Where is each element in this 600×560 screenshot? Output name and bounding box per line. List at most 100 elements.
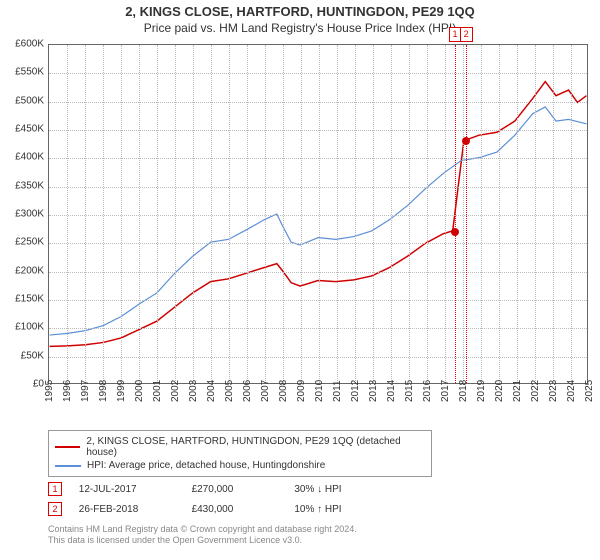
x-tick-label: 2007 (260, 380, 271, 402)
gridline-v (103, 45, 104, 383)
x-tick-label: 2012 (350, 380, 361, 402)
y-tick-label: £250K (2, 237, 44, 248)
x-axis-labels: 1995199619971998199920002001200220032004… (48, 384, 588, 404)
gridline-h (49, 300, 587, 301)
footer-line: This data is licensed under the Open Gov… (48, 535, 588, 546)
gridline-v (229, 45, 230, 383)
gridline-v (463, 45, 464, 383)
y-tick-label: £0 (2, 379, 44, 390)
gridline-v (175, 45, 176, 383)
y-tick-label: £150K (2, 294, 44, 305)
chart-area: £0£50K£100K£150K£200K£250K£300K£350K£400… (48, 44, 588, 404)
x-tick-label: 2024 (566, 380, 577, 402)
gridline-v (355, 45, 356, 383)
x-tick-label: 2006 (242, 380, 253, 402)
gridline-v (211, 45, 212, 383)
transaction-date: 26-FEB-2018 (79, 504, 189, 515)
gridline-h (49, 272, 587, 273)
x-tick-label: 2000 (134, 380, 145, 402)
x-tick-label: 2025 (584, 380, 595, 402)
transaction-marker: 2 (48, 502, 62, 516)
x-tick-label: 2001 (152, 380, 163, 402)
x-tick-label: 2015 (404, 380, 415, 402)
y-tick-label: £50K (2, 350, 44, 361)
x-tick-label: 2019 (476, 380, 487, 402)
x-tick-label: 2017 (440, 380, 451, 402)
gridline-v (247, 45, 248, 383)
x-tick-label: 2018 (458, 380, 469, 402)
y-axis-labels: £0£50K£100K£150K£200K£250K£300K£350K£400… (2, 44, 44, 384)
gridline-h (49, 158, 587, 159)
y-tick-label: £500K (2, 95, 44, 106)
x-tick-label: 1998 (98, 380, 109, 402)
x-tick-label: 1995 (44, 380, 55, 402)
gridline-v (319, 45, 320, 383)
y-tick-label: £200K (2, 265, 44, 276)
gridline-v (373, 45, 374, 383)
gridline-v (283, 45, 284, 383)
gridline-v (121, 45, 122, 383)
transaction-delta: 30% ↓ HPI (294, 484, 341, 495)
legend: 2, KINGS CLOSE, HARTFORD, HUNTINGDON, PE… (48, 430, 432, 477)
x-tick-label: 2002 (170, 380, 181, 402)
line-svg (49, 45, 587, 383)
gridline-v (517, 45, 518, 383)
gridline-v (337, 45, 338, 383)
gridline-v (409, 45, 410, 383)
x-tick-label: 1996 (62, 380, 73, 402)
chart-title: 2, KINGS CLOSE, HARTFORD, HUNTINGDON, PE… (0, 0, 600, 19)
marker-vline (455, 45, 456, 383)
gridline-v (499, 45, 500, 383)
gridline-h (49, 187, 587, 188)
gridline-h (49, 357, 587, 358)
x-tick-label: 2010 (314, 380, 325, 402)
legend-label: 2, KINGS CLOSE, HARTFORD, HUNTINGDON, PE… (86, 436, 425, 458)
x-tick-label: 2022 (530, 380, 541, 402)
gridline-v (391, 45, 392, 383)
gridline-v (571, 45, 572, 383)
legend-label: HPI: Average price, detached house, Hunt… (87, 460, 325, 471)
y-tick-label: £600K (2, 39, 44, 50)
x-tick-label: 2004 (206, 380, 217, 402)
series-price_paid (50, 82, 587, 347)
gridline-h (49, 243, 587, 244)
x-tick-label: 2023 (548, 380, 559, 402)
x-tick-label: 2005 (224, 380, 235, 402)
x-tick-label: 2009 (296, 380, 307, 402)
footer-attribution: Contains HM Land Registry data © Crown c… (48, 524, 588, 547)
gridline-v (193, 45, 194, 383)
gridline-v (427, 45, 428, 383)
transaction-row: 2 26-FEB-2018 £430,000 10% ↑ HPI (48, 502, 588, 516)
gridline-v (553, 45, 554, 383)
gridline-h (49, 328, 587, 329)
marker-callout: 2 (460, 27, 473, 42)
y-tick-label: £450K (2, 124, 44, 135)
marker-vline (466, 45, 467, 383)
x-tick-label: 2020 (494, 380, 505, 402)
gridline-v (301, 45, 302, 383)
x-tick-label: 2008 (278, 380, 289, 402)
plot-region: 12 (48, 44, 588, 384)
gridline-h (49, 215, 587, 216)
gridline-h (49, 130, 587, 131)
gridline-v (67, 45, 68, 383)
chart-container: 2, KINGS CLOSE, HARTFORD, HUNTINGDON, PE… (0, 0, 600, 560)
x-tick-label: 2021 (512, 380, 523, 402)
gridline-v (535, 45, 536, 383)
x-tick-label: 2013 (368, 380, 379, 402)
legend-swatch (55, 465, 81, 467)
x-tick-label: 1997 (80, 380, 91, 402)
y-tick-label: £300K (2, 209, 44, 220)
legend-swatch (55, 446, 80, 448)
legend-item: 2, KINGS CLOSE, HARTFORD, HUNTINGDON, PE… (55, 435, 425, 459)
y-tick-label: £100K (2, 322, 44, 333)
chart-subtitle: Price paid vs. HM Land Registry's House … (0, 19, 600, 39)
transaction-delta: 10% ↑ HPI (294, 504, 341, 515)
x-tick-label: 2016 (422, 380, 433, 402)
transaction-date: 12-JUL-2017 (79, 484, 189, 495)
y-tick-label: £350K (2, 180, 44, 191)
gridline-h (49, 102, 587, 103)
legend-item: HPI: Average price, detached house, Hunt… (55, 459, 425, 472)
transaction-marker: 1 (48, 482, 62, 496)
gridline-v (481, 45, 482, 383)
